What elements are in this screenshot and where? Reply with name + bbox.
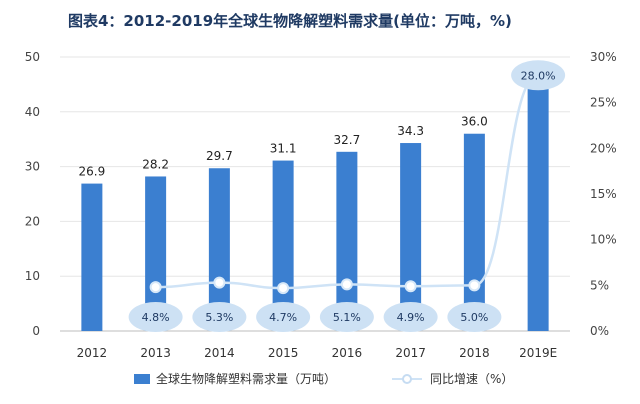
growth-value-label: 4.7% xyxy=(269,311,297,324)
growth-bubble xyxy=(256,302,311,332)
legend-line-label: 同比增速（%） xyxy=(430,372,513,386)
growth-bubble xyxy=(192,302,247,332)
left-tick-label: 30 xyxy=(25,160,40,174)
bar-value-label: 29.7 xyxy=(206,149,233,163)
right-axis: 0% 5% 10% 15% 20% 25% 30% xyxy=(590,50,617,338)
growth-point xyxy=(340,278,353,291)
left-tick-label: 50 xyxy=(25,50,40,64)
left-axis: 0 10 20 30 40 50 xyxy=(25,50,40,338)
right-tick-label: 25% xyxy=(590,96,617,110)
bar xyxy=(208,168,230,331)
left-tick-label: 0 xyxy=(32,324,40,338)
bar-value-label: 31.1 xyxy=(270,142,297,156)
legend-bar-swatch xyxy=(134,374,150,384)
growth-value-label: 28.0% xyxy=(521,69,556,82)
right-tick-label: 15% xyxy=(590,187,617,201)
x-tick-label: 2012 xyxy=(77,346,108,360)
growth-value-label: 4.8% xyxy=(142,311,170,324)
right-tick-label: 5% xyxy=(590,278,609,292)
legend-line-marker xyxy=(402,374,412,384)
bar xyxy=(463,133,485,331)
growth-value-label: 5.1% xyxy=(333,311,361,324)
growth-line: 4.8% 5.3% 4.7% 5.1% 4.9% 5.0% 28.0% xyxy=(128,60,566,332)
growth-point xyxy=(468,279,481,292)
bar xyxy=(527,78,549,331)
right-tick-label: 20% xyxy=(590,141,617,155)
growth-point xyxy=(149,281,162,294)
grid xyxy=(60,56,570,332)
x-tick-label: 2019E xyxy=(519,346,557,360)
x-axis: 2012 2013 2014 2015 2016 2017 2018 2019E xyxy=(77,346,558,360)
left-tick-label: 40 xyxy=(25,105,40,119)
right-tick-label: 0% xyxy=(590,324,609,338)
x-tick-label: 2017 xyxy=(395,346,426,360)
growth-value-label: 5.3% xyxy=(205,311,233,324)
x-tick-label: 2013 xyxy=(140,346,171,360)
left-tick-label: 10 xyxy=(25,269,40,283)
growth-bubble xyxy=(447,302,502,332)
growth-bubble xyxy=(511,60,566,91)
bar-value-label: 36.0 xyxy=(461,115,488,129)
x-tick-label: 2018 xyxy=(459,346,490,360)
growth-value-label: 5.0% xyxy=(460,311,488,324)
legend-bar-label: 全球生物降解塑料需求量（万吨） xyxy=(156,371,336,386)
growth-value-label: 4.9% xyxy=(397,311,425,324)
bar-value-label: 26.9 xyxy=(79,165,106,179)
bar-value-label: 32.7 xyxy=(334,133,361,147)
legend: 全球生物降解塑料需求量（万吨） 同比增速（%） xyxy=(134,371,513,386)
right-tick-label: 30% xyxy=(590,50,617,64)
growth-point xyxy=(277,282,290,295)
bar-value-label: 28.2 xyxy=(142,157,169,171)
chart-title: 图表4：2012-2019年全球生物降解塑料需求量(单位：万吨，%) xyxy=(68,12,512,30)
growth-bubble xyxy=(383,302,438,332)
right-tick-label: 10% xyxy=(590,233,617,247)
bar-labels: 26.928.229.731.132.734.336.046.1 xyxy=(79,59,552,178)
bar xyxy=(145,176,167,331)
growth-point xyxy=(213,276,226,289)
growth-bubble xyxy=(128,302,183,332)
x-tick-label: 2015 xyxy=(268,346,299,360)
x-tick-label: 2014 xyxy=(204,346,235,360)
growth-bubble xyxy=(319,302,374,332)
growth-point xyxy=(404,280,417,293)
bar xyxy=(81,183,103,331)
x-tick-label: 2016 xyxy=(332,346,363,360)
bar-value-label: 34.3 xyxy=(397,124,424,138)
left-tick-label: 20 xyxy=(25,214,40,228)
